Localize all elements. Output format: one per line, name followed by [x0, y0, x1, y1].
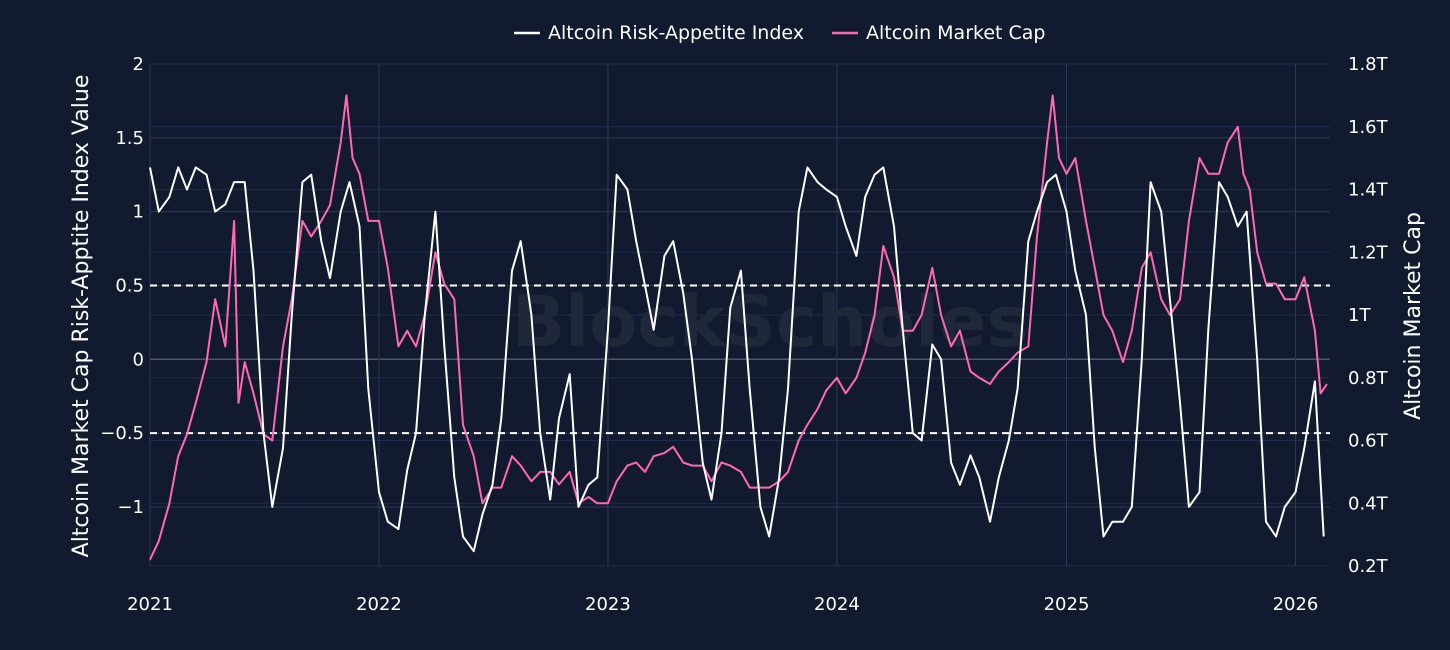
y-right-tick-label: 0.4T: [1348, 493, 1389, 514]
series-layer: [149, 94, 1328, 561]
legend-label-market-cap: Altcoin Market Cap: [866, 22, 1045, 44]
legend-item-risk-index[interactable]: Altcoin Risk-Appetite Index: [514, 22, 804, 44]
legend[interactable]: Altcoin Risk-Appetite Index Altcoin Mark…: [514, 22, 1045, 44]
x-tick-label: 2021: [127, 594, 173, 615]
watermark: BlockScholes: [512, 281, 1028, 363]
legend-item-market-cap[interactable]: Altcoin Market Cap: [832, 22, 1045, 44]
reference-lines: [150, 284, 1330, 435]
tick-labels: 2 1.5 1 0.5 0 −0.5 −1 1.8T 1.6T 1.4T 1.2T 1T 0.8T 0.6…: [100, 54, 1388, 615]
y-left-tick-label: 1.5: [115, 128, 144, 149]
y-right-tick-label: 1.2T: [1348, 242, 1389, 263]
y-left-tick-label: 1: [133, 202, 144, 223]
y-left-tick-label: 0: [133, 349, 144, 370]
x-tick-label: 2026: [1273, 594, 1319, 615]
y-right-tick-label: 1T: [1348, 305, 1371, 326]
y-left-tick-label: 0.5: [115, 275, 144, 296]
y-left-tick-label: −1: [117, 497, 144, 518]
y-right-tick-label: 0.8T: [1348, 368, 1389, 389]
y-right-tick-label: 0.2T: [1348, 556, 1389, 577]
y-left-tick-label: 2: [133, 54, 144, 75]
risk-index-line: [149, 166, 1325, 553]
y-right-tick-label: 1.6T: [1348, 117, 1389, 138]
x-tick-label: 2024: [814, 594, 860, 615]
y-axis-left-title: Altcoin Market Cap Risk-Apptite Index Va…: [69, 75, 94, 558]
legend-label-risk-index: Altcoin Risk-Appetite Index: [548, 22, 804, 44]
market-cap-line: [149, 94, 1328, 561]
y-left-tick-label: −0.5: [100, 423, 144, 444]
y-right-tick-label: 1.4T: [1348, 180, 1389, 201]
y-right-tick-label: 0.6T: [1348, 431, 1389, 452]
x-tick-label: 2025: [1044, 594, 1090, 615]
x-tick-label: 2022: [356, 594, 402, 615]
y-right-tick-label: 1.8T: [1348, 54, 1389, 75]
y-axis-right-title: Altcoin Market Cap: [1401, 212, 1426, 420]
x-tick-label: 2023: [585, 594, 631, 615]
